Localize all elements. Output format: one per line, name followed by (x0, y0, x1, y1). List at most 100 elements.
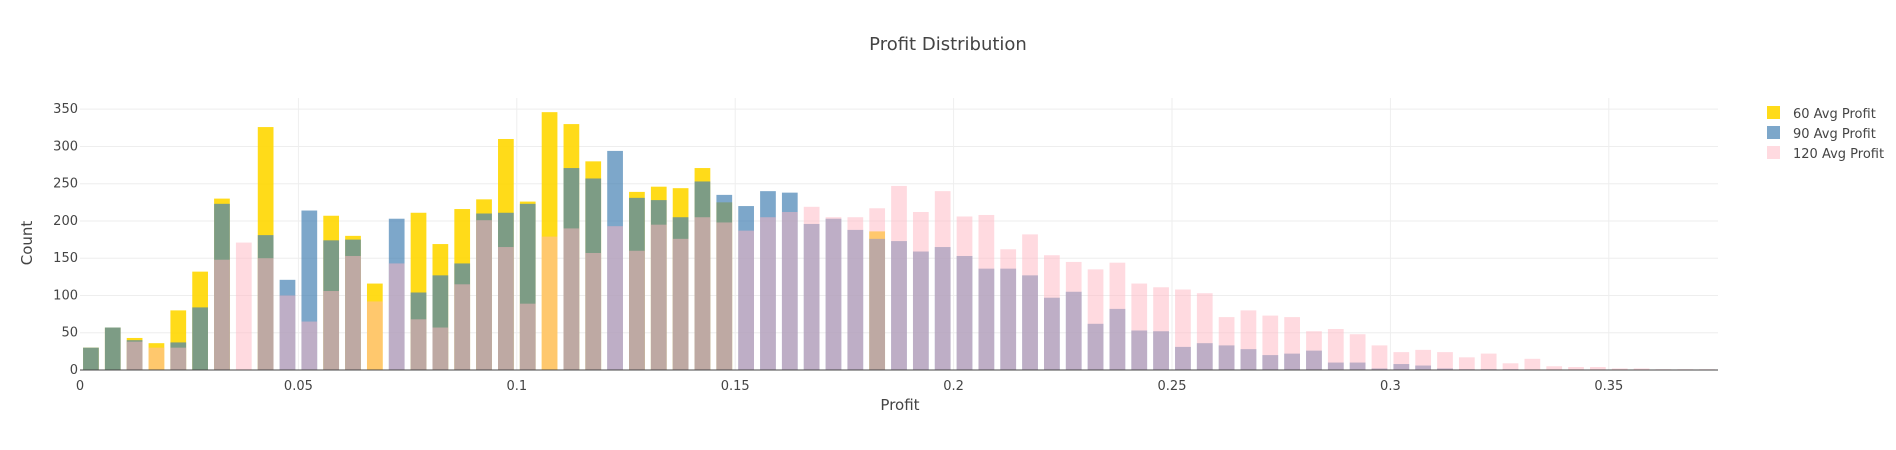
bar[interactable] (1568, 367, 1584, 370)
bar[interactable] (1284, 317, 1300, 370)
bar[interactable] (629, 250, 645, 370)
bar[interactable] (323, 291, 340, 370)
bar[interactable] (847, 217, 864, 370)
y-tick-label: 0 (70, 363, 78, 378)
bar[interactable] (148, 347, 165, 370)
bar[interactable] (781, 212, 798, 370)
y-tick-label: 200 (53, 214, 78, 229)
y-tick-label: 350 (53, 102, 78, 117)
bar[interactable] (1131, 283, 1148, 370)
bar[interactable] (1349, 334, 1366, 370)
x-tick-label: 0.1 (506, 379, 527, 394)
legend-swatch (1767, 146, 1780, 159)
bar[interactable] (1044, 255, 1060, 370)
bar[interactable] (410, 319, 427, 370)
bar[interactable] (803, 206, 820, 370)
bar[interactable] (170, 347, 187, 370)
bar[interactable] (978, 214, 995, 370)
y-tick-label: 300 (53, 139, 78, 154)
bar[interactable] (1175, 289, 1191, 370)
legend-item[interactable]: 90 Avg Profit (1767, 126, 1876, 142)
bar[interactable] (1437, 352, 1453, 370)
x-tick-label: 0.2 (943, 379, 964, 394)
bar[interactable] (1458, 357, 1475, 370)
bar[interactable] (1000, 249, 1017, 370)
bar[interactable] (1502, 363, 1519, 370)
bar[interactable] (432, 327, 449, 370)
bar[interactable] (1415, 349, 1432, 370)
bar[interactable] (104, 327, 121, 370)
bar[interactable] (585, 253, 602, 370)
bar[interactable] (1327, 329, 1344, 370)
bar[interactable] (607, 226, 623, 370)
x-tick-label: 0.05 (284, 379, 313, 394)
bar[interactable] (1611, 368, 1628, 370)
legend-swatch (1767, 126, 1780, 139)
bar[interactable] (1393, 352, 1410, 370)
bar[interactable] (716, 222, 733, 370)
bar[interactable] (563, 228, 580, 370)
bar[interactable] (1262, 315, 1279, 370)
x-axis-ticks: 0 0.05 0.1 0.15 0.2 0.25 0.3 0.35 (76, 379, 1623, 394)
bar[interactable] (454, 284, 471, 370)
bar[interactable] (388, 263, 405, 370)
bar[interactable] (1196, 293, 1213, 370)
y-axis-ticks: 0 50 100 150 200 250 300 350 (53, 102, 78, 378)
bar[interactable] (1480, 353, 1497, 370)
bar[interactable] (650, 224, 667, 370)
legend-item[interactable]: 60 Avg Profit (1767, 106, 1876, 122)
bar[interactable] (1218, 317, 1235, 370)
bar[interactable] (126, 341, 143, 370)
bar[interactable] (519, 303, 536, 370)
bar[interactable] (1109, 262, 1126, 370)
x-tick-label: 0.3 (1380, 379, 1401, 394)
bar[interactable] (694, 217, 711, 370)
bar[interactable] (235, 242, 252, 370)
bar[interactable] (1087, 269, 1104, 370)
bar[interactable] (1240, 310, 1257, 370)
bar[interactable] (956, 216, 973, 370)
y-tick-label: 150 (53, 251, 78, 266)
bar[interactable] (301, 321, 318, 370)
bar[interactable] (912, 212, 929, 370)
bar[interactable] (366, 301, 383, 370)
x-tick-label: 0 (76, 379, 84, 394)
bar[interactable] (476, 220, 492, 370)
bar-layer (83, 112, 1715, 371)
bar[interactable] (934, 191, 951, 370)
bar[interactable] (672, 238, 689, 370)
bar[interactable] (1371, 345, 1388, 370)
legend-label: 120 Avg Profit (1793, 147, 1884, 162)
bar[interactable] (192, 307, 208, 370)
y-tick-label: 50 (61, 326, 78, 341)
y-tick-label: 100 (53, 288, 78, 303)
bar[interactable] (891, 185, 907, 370)
bar[interactable] (214, 259, 230, 370)
bar[interactable] (257, 258, 274, 370)
x-axis-title: Profit (880, 396, 919, 414)
legend-swatch (1767, 106, 1780, 119)
bar[interactable] (1306, 331, 1322, 370)
series-3-bars (126, 185, 1715, 370)
bar[interactable] (1633, 368, 1650, 370)
bar[interactable] (1153, 287, 1169, 370)
bar[interactable] (1065, 261, 1082, 370)
bar[interactable] (279, 295, 296, 370)
bar[interactable] (1022, 234, 1038, 370)
bar[interactable] (869, 208, 886, 370)
bar[interactable] (345, 255, 361, 370)
bar[interactable] (738, 230, 754, 370)
bar[interactable] (498, 247, 514, 370)
bar[interactable] (1590, 367, 1606, 370)
bar[interactable] (1546, 366, 1563, 370)
bar[interactable] (760, 217, 776, 370)
legend-item[interactable]: 120 Avg Profit (1767, 146, 1884, 162)
legend: 60 Avg Profit 90 Avg Profit 120 Avg Profit (1767, 106, 1884, 162)
bar[interactable] (83, 347, 99, 370)
bar[interactable] (825, 217, 842, 370)
x-tick-label: 0.15 (721, 379, 750, 394)
bar[interactable] (541, 236, 558, 370)
bar[interactable] (1524, 358, 1541, 370)
legend-label: 90 Avg Profit (1793, 127, 1876, 142)
